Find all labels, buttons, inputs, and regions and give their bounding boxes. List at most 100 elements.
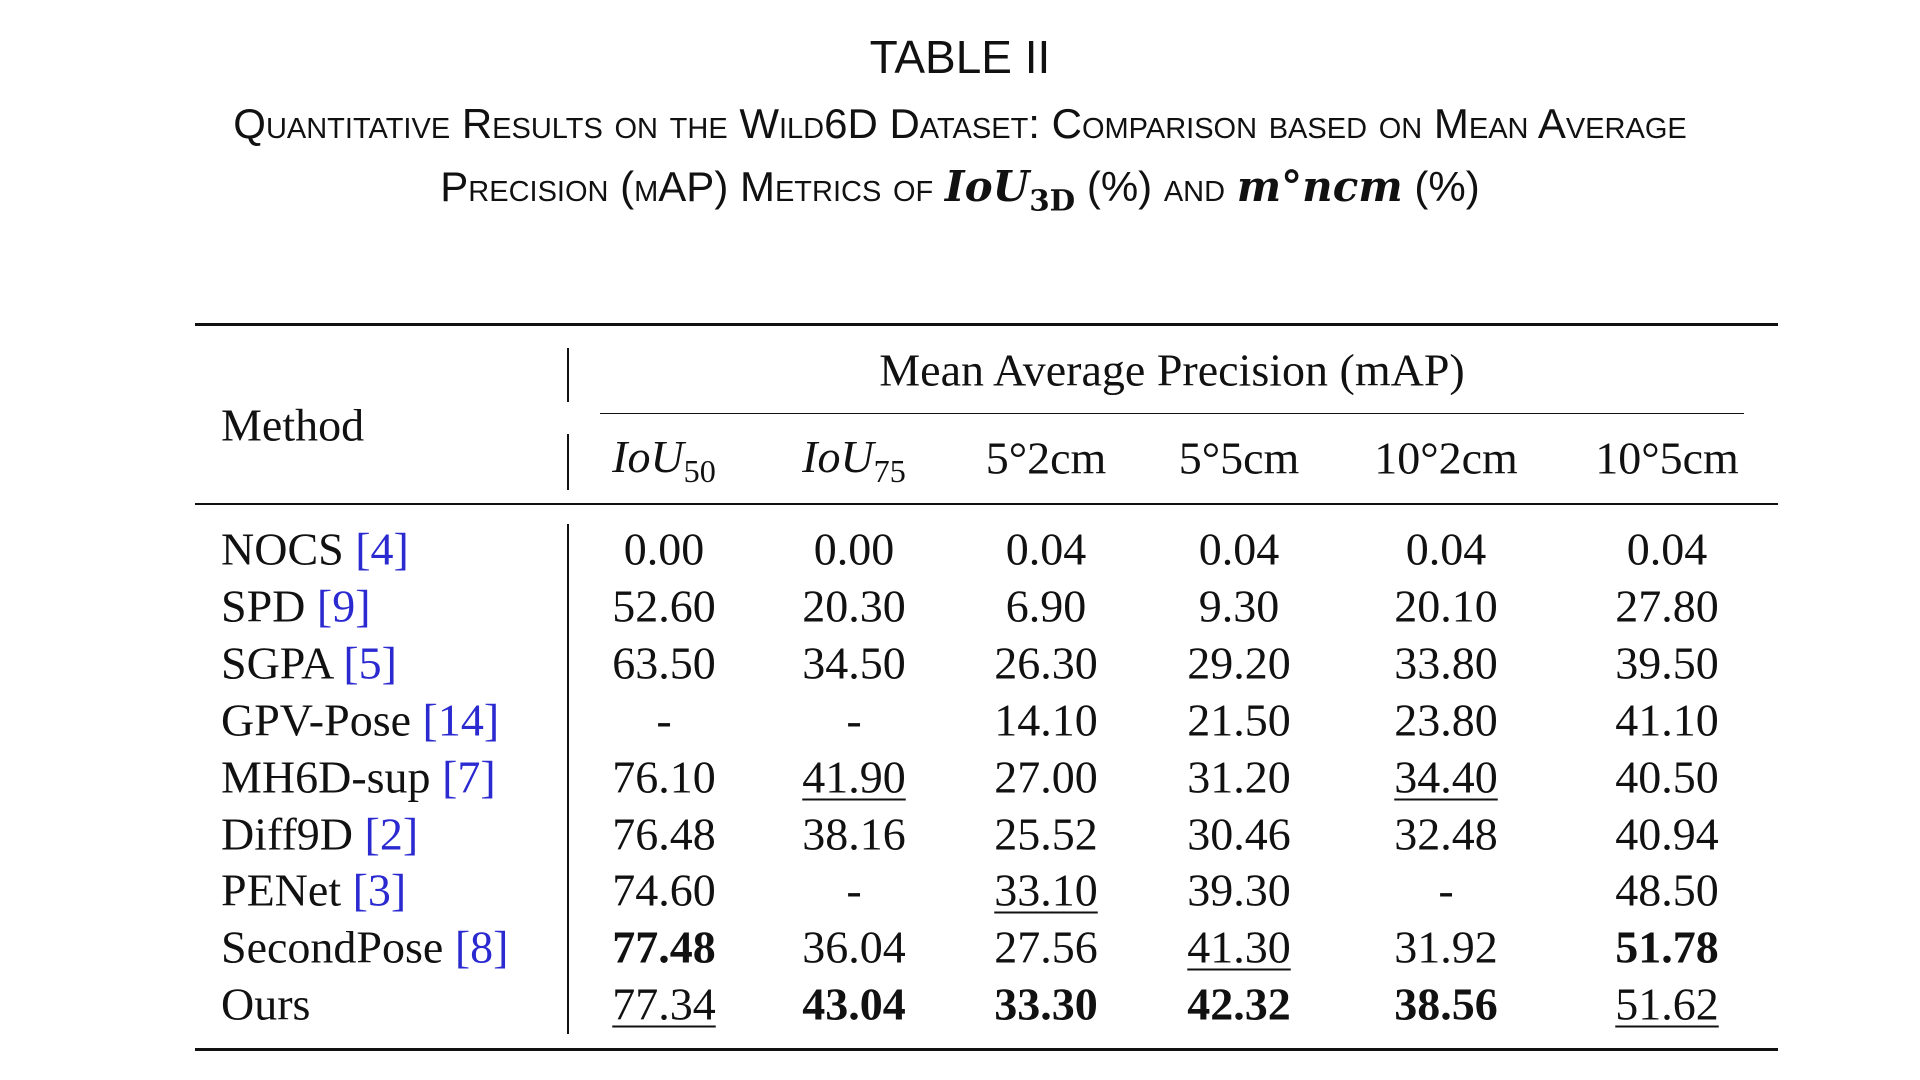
value-cell: 51.78 (1615, 921, 1719, 973)
value-cell: 0.04 (1198, 523, 1280, 575)
value-cell: 76.48 (612, 808, 716, 859)
bottom-rule (195, 1048, 1778, 1051)
value-cell: 31.20 (1187, 751, 1291, 803)
value-cell: 51.62 (1615, 978, 1719, 1030)
value-cell: 48.50 (1615, 864, 1719, 916)
caption-text: (%) and (1086, 163, 1226, 210)
value-cell: 33.10 (994, 864, 1098, 916)
method-cell: SGPA [5] (221, 636, 397, 689)
method-cell: SecondPose [8] (221, 921, 508, 974)
value-cell: 42.32 (1187, 978, 1291, 1030)
method-ref: [3] (352, 864, 407, 916)
value-cell: 20.10 (1394, 580, 1498, 632)
value-cell: 0.04 (1405, 523, 1487, 575)
column-header: IoU75 (802, 430, 906, 490)
value-cell: 63.50 (612, 637, 716, 689)
method-cell: MH6D-sup [7] (221, 750, 496, 803)
value-cell: 14.10 (994, 694, 1098, 746)
value-cell: 31.92 (1394, 921, 1498, 973)
method-name: SecondPose (221, 921, 444, 973)
caption-text: (%) (1414, 163, 1480, 210)
vertical-rule (567, 434, 569, 490)
method-name: GPV-Pose (221, 694, 412, 746)
value-cell: 39.50 (1615, 637, 1719, 689)
caption-metric: IoU3D (944, 162, 1075, 217)
caption-text: Quantitative Results on the Wild6D Datas… (233, 100, 1687, 210)
column-sub: 50 (683, 453, 716, 490)
value-cell: 33.30 (994, 978, 1098, 1030)
value-cell: 23.80 (1394, 694, 1498, 746)
value-cell: 41.30 (1187, 921, 1291, 973)
column-sub: 75 (873, 453, 906, 490)
value-cell: 34.50 (802, 637, 906, 689)
column-header: 10°5cm (1595, 432, 1739, 484)
method-ref: [14] (422, 694, 500, 746)
mid-rule (195, 503, 1778, 505)
value-cell: 39.30 (1187, 864, 1291, 916)
value-cell: 32.48 (1394, 808, 1498, 859)
value-cell: 40.50 (1615, 751, 1719, 803)
value-cell: 29.20 (1187, 637, 1291, 689)
method-name: SPD (221, 580, 306, 632)
method-name: MH6D-sup (221, 751, 431, 803)
method-cell: Diff9D [2] (221, 807, 418, 860)
method-cell: GPV-Pose [14] (221, 693, 499, 746)
value-cell: 9.30 (1198, 580, 1280, 632)
value-cell: 36.04 (802, 921, 906, 973)
method-cell: Ours (221, 978, 310, 1031)
value-cell: 0.04 (1626, 523, 1708, 575)
value-cell: - (1438, 864, 1454, 916)
top-rule (195, 323, 1778, 326)
value-cell: 0.04 (1005, 523, 1087, 575)
column-main: IoU (612, 430, 684, 482)
method-name: PENet (221, 864, 342, 916)
column-header: 5°2cm (985, 432, 1107, 484)
value-cell: 40.94 (1615, 808, 1719, 859)
method-name: Ours (221, 978, 311, 1030)
method-ref: [9] (316, 580, 371, 632)
value-cell: 0.00 (813, 523, 895, 575)
value-cell: 41.90 (802, 751, 906, 803)
method-ref: [4] (355, 523, 409, 575)
value-cell: 20.30 (802, 580, 906, 632)
value-cell: - (846, 694, 862, 746)
table-caption: Quantitative Results on the Wild6D Datas… (160, 92, 1760, 231)
value-cell: 41.10 (1615, 694, 1719, 746)
method-cell: NOCS [4] (221, 523, 409, 576)
method-cell: PENet [3] (221, 864, 406, 917)
value-cell: 76.10 (612, 751, 716, 803)
value-cell: 27.80 (1615, 580, 1719, 632)
method-ref: [8] (454, 921, 509, 973)
metric-main: IoU (944, 162, 1030, 211)
value-cell: 21.50 (1187, 694, 1291, 746)
vertical-rule (567, 524, 569, 1034)
method-name: Diff9D (221, 808, 354, 859)
value-cell: 27.00 (994, 751, 1098, 803)
value-cell: 52.60 (612, 580, 716, 632)
method-cell: SPD [9] (221, 579, 371, 632)
value-cell: 38.16 (802, 808, 906, 859)
method-ref: [7] (442, 751, 496, 803)
value-cell: 26.30 (994, 637, 1098, 689)
column-main: IoU (802, 430, 874, 482)
caption-metric: m°ncm (1236, 162, 1403, 211)
column-header: 5°5cm (1178, 432, 1300, 484)
method-header: Method (221, 399, 365, 451)
value-cell: 6.90 (1005, 580, 1087, 632)
value-cell: 34.40 (1394, 751, 1498, 803)
value-cell: 77.34 (612, 978, 716, 1030)
group-header: Mean Average Precision (mAP) (879, 344, 1465, 396)
value-cell: 25.52 (994, 808, 1098, 859)
metric-sub: 3D (1029, 182, 1076, 218)
method-name: SGPA (221, 637, 332, 689)
value-cell: - (656, 694, 672, 746)
value-cell: 77.48 (612, 921, 716, 973)
value-cell: - (846, 864, 862, 916)
column-header: IoU50 (612, 430, 716, 490)
value-cell: 74.60 (612, 864, 716, 916)
value-cell: 0.00 (623, 523, 705, 575)
method-ref: [5] (343, 637, 397, 689)
vertical-rule (567, 348, 569, 402)
column-header: 10°2cm (1374, 432, 1518, 484)
